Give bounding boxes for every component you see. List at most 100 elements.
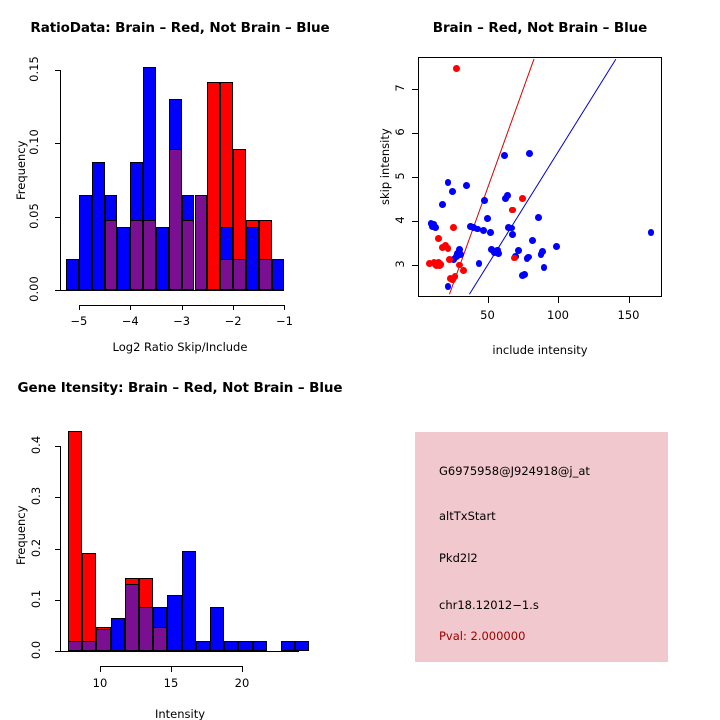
scatter-data-layer xyxy=(419,58,661,296)
gene-histogram-title: Gene Itensity: Brain – Red, Not Brain – … xyxy=(17,380,343,396)
gene-histogram-overlap-bar xyxy=(96,629,111,651)
scatter-x-tick xyxy=(487,297,489,303)
scatter-y-tick-label: 6 xyxy=(393,128,407,136)
ratio-x-tick xyxy=(130,305,132,310)
scatter-frame xyxy=(418,57,662,297)
ratio-x-tick-label: −2 xyxy=(224,314,242,328)
scatter-x-tick-label: 50 xyxy=(480,308,495,322)
ratio-histogram-overlap-bar xyxy=(181,219,195,290)
scatter-x-tick xyxy=(628,297,630,303)
scatter-point xyxy=(474,225,482,233)
scatter-y-tick xyxy=(412,221,418,222)
scatter-xlabel: include intensity xyxy=(492,343,588,357)
gene-histogram-overlap-bar xyxy=(139,606,154,651)
scatter-point xyxy=(451,273,459,280)
gene-histogram-bar xyxy=(224,640,239,651)
panel-gene-intensity-histogram: Gene Itensity: Brain – Red, Not Brain – … xyxy=(0,360,360,720)
scatter-point xyxy=(460,266,467,274)
scatter-point xyxy=(515,247,522,254)
scatter-point xyxy=(508,224,515,232)
scatter-point xyxy=(553,243,560,250)
scatter-point xyxy=(540,263,548,271)
scatter-point xyxy=(501,152,508,160)
scatter-point xyxy=(479,227,487,235)
gene-histogram-overlap-bar xyxy=(82,640,97,651)
scatter-y-tick xyxy=(412,89,418,90)
scatter-y-tick-label: 7 xyxy=(393,84,407,92)
gene-y-tick xyxy=(55,446,60,447)
scatter-y-tick-label: 4 xyxy=(393,216,407,224)
ratio-x-tick xyxy=(233,305,235,310)
ratio-histogram-overlap-bar xyxy=(194,194,208,290)
gene-histogram-bar xyxy=(281,640,296,651)
scatter-ylabel: skip intensity xyxy=(378,128,392,205)
scatter-point xyxy=(438,201,446,209)
scatter-point xyxy=(444,179,452,187)
gene-histogram-bar xyxy=(238,640,253,651)
scatter-y-tick xyxy=(412,177,418,178)
ratio-histogram-bar xyxy=(207,81,221,290)
scatter-point xyxy=(475,259,483,267)
scatter-point xyxy=(524,253,532,261)
scatter-point xyxy=(453,64,460,72)
gene-y-tick-label: 0.1 xyxy=(29,589,43,608)
gene-histogram-bar xyxy=(195,640,211,651)
gene-histogram-overlap-bar xyxy=(68,640,83,651)
event-type-text: altTxStart xyxy=(439,509,496,523)
scatter-point xyxy=(444,282,452,290)
gene-histogram-overlap-bar xyxy=(124,584,140,651)
gene-x-tick xyxy=(100,666,101,672)
scatter-point xyxy=(534,214,542,221)
ratio-x-tick-label: −3 xyxy=(173,314,191,328)
gene-histogram-bar xyxy=(181,550,196,651)
ratio-histogram-bar xyxy=(78,194,92,290)
scatter-y-tick xyxy=(412,265,418,266)
scatter-point xyxy=(446,256,453,264)
gene-histogram-bar xyxy=(68,430,83,651)
ratio-histogram-overlap-bar xyxy=(143,219,156,290)
scatter-point xyxy=(520,271,528,279)
scatter-point xyxy=(481,196,489,204)
scatter-point xyxy=(484,215,491,223)
gene-y-tick-label: 0.3 xyxy=(29,487,43,506)
ratio-histogram-bar xyxy=(155,226,169,290)
gene-histogram-bar xyxy=(295,640,310,651)
gene-histogram-bar xyxy=(82,553,97,651)
ratio-y-tick-label: 0.15 xyxy=(27,56,41,82)
scatter-point xyxy=(486,229,494,237)
scatter-y-tick-label: 5 xyxy=(393,172,407,180)
scatter-point xyxy=(503,192,511,199)
ratio-histogram-overlap-bar xyxy=(104,219,118,290)
ratio-baseline xyxy=(60,290,285,291)
ratio-histogram-bar xyxy=(271,259,285,290)
gene-y-tick-label: 0.0 xyxy=(29,640,43,660)
scatter-point xyxy=(434,235,442,242)
scatter-title: Brain – Red, Not Brain – Blue xyxy=(432,20,648,36)
scatter-point xyxy=(526,149,534,157)
ratio-histogram-overlap-bar xyxy=(233,259,246,290)
ratio-histogram-bar xyxy=(117,226,131,290)
gene-histogram-ylabel: Frequency xyxy=(14,505,28,565)
scatter-y-tick xyxy=(412,133,418,134)
pval-text: Pval: 2.000000 xyxy=(439,629,526,643)
ratio-y-tick-label: 0.10 xyxy=(27,129,41,156)
panel-intensity-scatter: Brain – Red, Not Brain – Blue include in… xyxy=(360,0,720,360)
gene-y-tick xyxy=(55,497,60,499)
gene-y-tick-label: 0.4 xyxy=(29,435,43,455)
scatter-point xyxy=(448,276,456,284)
ratio-y-tick xyxy=(55,216,60,218)
gene-x-tick-label: 15 xyxy=(163,676,179,690)
scatter-point xyxy=(455,261,463,269)
scatter-x-tick xyxy=(558,297,559,303)
scatter-point xyxy=(519,194,527,202)
gene-histogram-overlap-bar xyxy=(153,626,168,651)
scatter-point xyxy=(491,249,498,257)
ratio-histogram-title: RatioData: Brain – Red, Not Brain – Blue xyxy=(30,20,330,36)
scatter-point xyxy=(529,236,537,244)
gene-histogram-bar xyxy=(210,606,225,651)
scatter-point xyxy=(444,244,452,252)
gene-histogram-bar xyxy=(167,595,182,651)
probe-id-text: G6975958@J924918@j_at xyxy=(439,464,590,478)
ratio-histogram-overlap-bar xyxy=(168,149,182,290)
